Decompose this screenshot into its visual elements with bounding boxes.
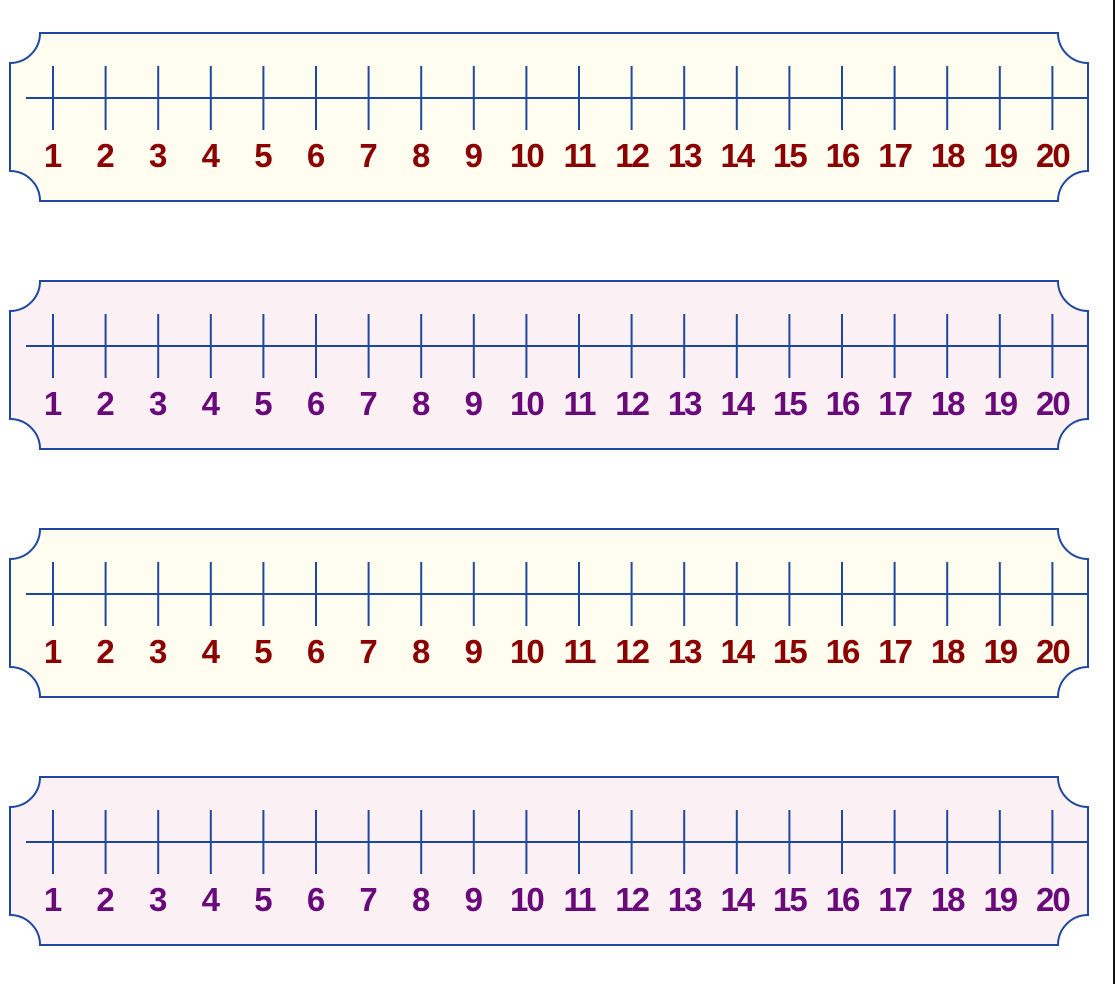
- tick-label: 18: [931, 137, 965, 174]
- tick-label: 11: [564, 385, 597, 422]
- number-line-strip-4: 1 2 3 4 5 6 7 8 9 10 11 12 13 14 15 16 17 18 19 20: [9, 776, 1089, 946]
- tick-label: 11: [564, 881, 597, 918]
- tick-label: 5: [254, 881, 272, 918]
- page-edge: [1113, 0, 1115, 984]
- tick-label: 4: [202, 385, 221, 422]
- tick-label: 1: [44, 137, 62, 174]
- tick-label: 18: [931, 881, 965, 918]
- tick-label: 16: [826, 385, 860, 422]
- tick-label: 2: [96, 385, 114, 422]
- tick-label: 1: [44, 633, 62, 670]
- tick-label: 18: [931, 633, 965, 670]
- tick-label: 2: [96, 137, 114, 174]
- tick-label: 20: [1036, 385, 1069, 422]
- tick-label: 14: [720, 633, 755, 670]
- tick-label: 9: [465, 137, 483, 174]
- tick-label: 9: [465, 881, 483, 918]
- tick-label: 6: [307, 633, 325, 670]
- tick-label: 17: [878, 137, 911, 174]
- tick-label: 6: [307, 385, 325, 422]
- tick-label: 9: [465, 633, 483, 670]
- tick-label: 5: [254, 633, 272, 670]
- tick-label: 9: [465, 385, 483, 422]
- tick-label: 11: [564, 633, 597, 670]
- tick-label: 8: [412, 385, 430, 422]
- tick-label: 16: [826, 633, 860, 670]
- tick-label: 6: [307, 881, 325, 918]
- tick-label: 12: [615, 633, 649, 670]
- tick-label: 15: [773, 881, 807, 918]
- tick-label: 20: [1036, 137, 1069, 174]
- tick-label: 3: [149, 881, 167, 918]
- tick-label: 17: [878, 881, 911, 918]
- tick-label: 10: [510, 137, 543, 174]
- tick-label: 3: [149, 385, 167, 422]
- tick-label: 7: [359, 137, 377, 174]
- tick-label: 16: [826, 137, 860, 174]
- tick-label: 7: [359, 881, 377, 918]
- tick-label: 2: [96, 881, 114, 918]
- tick-label: 13: [668, 137, 702, 174]
- tick-label: 15: [773, 137, 807, 174]
- tick-label: 8: [412, 137, 430, 174]
- tick-label: 4: [202, 633, 221, 670]
- tick-label: 16: [826, 881, 860, 918]
- tick-label: 7: [359, 385, 377, 422]
- tick-label: 10: [510, 385, 543, 422]
- number-line-strip-1: 1 2 3 4 5 6 7 8 9 10 11 12 13 14 15 16 17 18 19 20: [9, 32, 1089, 202]
- tick-label: 8: [412, 633, 430, 670]
- tick-label: 10: [510, 881, 543, 918]
- tick-label: 15: [773, 385, 807, 422]
- tick-label: 5: [254, 385, 272, 422]
- tick-label: 3: [149, 633, 167, 670]
- tick-label: 5: [254, 137, 272, 174]
- number-line-strip-3: 1 2 3 4 5 6 7 8 9 10 11 12 13 14 15 16 17 18 19 20: [9, 528, 1089, 698]
- tick-label: 3: [149, 137, 167, 174]
- tick-label: 6: [307, 137, 325, 174]
- tick-label: 10: [510, 633, 543, 670]
- tick-label: 19: [983, 633, 1017, 670]
- strip-frame: [9, 776, 1089, 946]
- strip-frame: [9, 528, 1089, 698]
- tick-label: 12: [615, 137, 649, 174]
- tick-label: 1: [44, 881, 62, 918]
- tick-label: 13: [668, 385, 702, 422]
- tick-label: 19: [983, 881, 1017, 918]
- tick-label: 11: [564, 137, 597, 174]
- strip-frame: [9, 280, 1089, 450]
- tick-label: 2: [96, 633, 114, 670]
- tick-label: 13: [668, 881, 702, 918]
- number-line-strip-2: 1 2 3 4 5 6 7 8 9 10 11 12 13 14 15 16 17 18 19 20: [9, 280, 1089, 450]
- tick-label: 18: [931, 385, 965, 422]
- tick-label: 4: [202, 881, 221, 918]
- tick-label: 7: [359, 633, 377, 670]
- tick-label: 20: [1036, 633, 1069, 670]
- tick-label: 19: [983, 385, 1017, 422]
- strip-frame: [9, 32, 1089, 202]
- tick-label: 17: [878, 385, 911, 422]
- tick-label: 12: [615, 385, 649, 422]
- tick-label: 15: [773, 633, 807, 670]
- tick-label: 13: [668, 633, 702, 670]
- tick-label: 8: [412, 881, 430, 918]
- tick-label: 4: [202, 137, 221, 174]
- tick-label: 14: [720, 137, 755, 174]
- tick-label: 19: [983, 137, 1017, 174]
- tick-label: 14: [720, 881, 755, 918]
- tick-label: 20: [1036, 881, 1069, 918]
- tick-label: 14: [720, 385, 755, 422]
- tick-label: 17: [878, 633, 911, 670]
- tick-label: 1: [44, 385, 62, 422]
- tick-label: 12: [615, 881, 649, 918]
